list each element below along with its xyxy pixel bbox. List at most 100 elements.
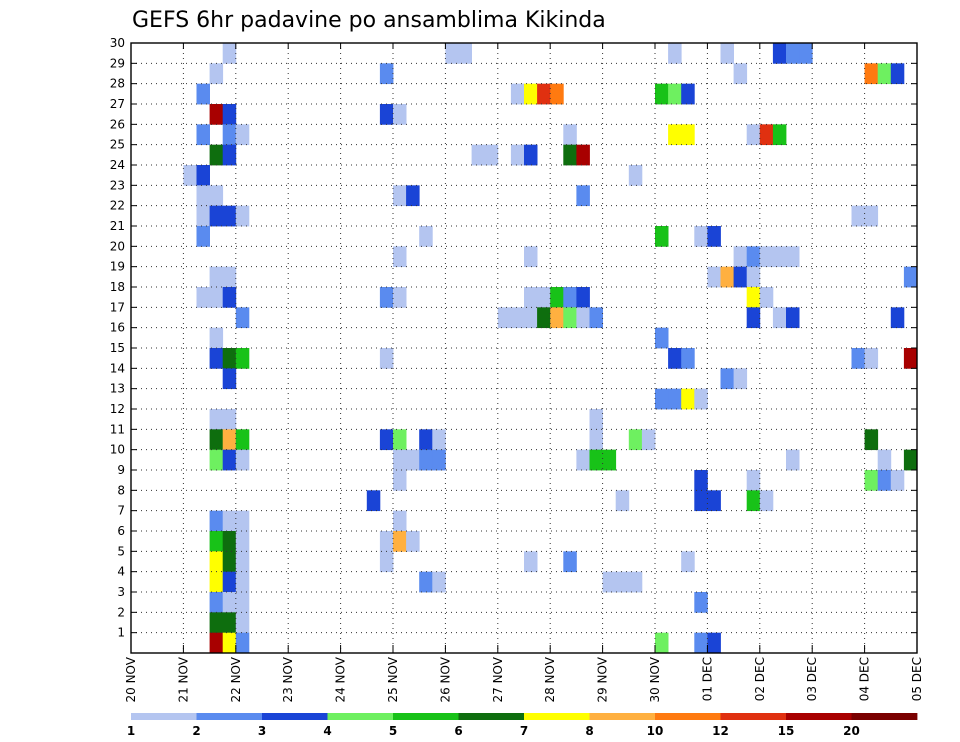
heatmap-cell — [209, 104, 224, 125]
heatmap-cell — [524, 287, 538, 308]
y-tick-label: 13 — [110, 382, 125, 396]
heatmap-cell — [524, 246, 538, 268]
heatmap-cell — [406, 531, 420, 552]
y-tick-label: 8 — [117, 483, 125, 497]
heatmap-cell — [393, 531, 407, 552]
colorbar-label: 10 — [647, 724, 664, 738]
x-tick-label: 23 NOV — [281, 656, 295, 702]
x-tick-label: 21 NOV — [176, 656, 190, 702]
heatmap-cell — [196, 124, 210, 146]
heatmap-cell — [733, 266, 748, 288]
heatmap-cell — [222, 348, 237, 369]
heatmap-cell — [196, 83, 210, 105]
heatmap-cell — [379, 531, 394, 552]
heatmap-cell — [393, 449, 407, 471]
heatmap-cell — [746, 246, 761, 268]
colorbar-swatch — [589, 713, 656, 720]
heatmap-cell — [445, 43, 459, 64]
heatmap-cell — [786, 43, 800, 64]
heatmap-cell — [432, 429, 446, 451]
colorbar-swatch — [720, 713, 787, 720]
heatmap-cell — [668, 83, 682, 105]
heatmap-cell — [746, 490, 761, 512]
heatmap-cell — [209, 185, 224, 207]
heatmap-cell — [379, 287, 394, 308]
heatmap-cell — [746, 470, 761, 491]
colorbar-legend: 1 2 3 4 5 6 7 8 10 12 15 20 — [127, 713, 918, 738]
heatmap-cell — [563, 287, 577, 308]
y-tick-label: 19 — [110, 260, 125, 274]
heatmap-cell — [209, 429, 224, 451]
heatmap-cell — [655, 226, 669, 247]
heatmap-cell — [235, 571, 250, 593]
heatmap-cell — [746, 287, 761, 308]
heatmap-cell — [681, 348, 695, 369]
heatmap-cell — [694, 632, 708, 654]
heatmap-cell — [864, 429, 879, 451]
heatmap-cell — [877, 449, 892, 471]
heatmap-cell — [235, 124, 250, 146]
heatmap-cell — [772, 43, 787, 64]
grid-lines — [131, 43, 917, 653]
colorbar-label: 8 — [585, 724, 593, 738]
y-tick-label: 24 — [110, 158, 125, 172]
heatmap-cell — [393, 470, 407, 491]
y-tick-label: 29 — [110, 56, 125, 70]
heatmap-cell — [799, 43, 813, 64]
y-tick-label: 5 — [117, 544, 125, 558]
heatmap-cell — [655, 327, 669, 349]
heatmap-cell — [759, 287, 774, 308]
heatmap-cell — [746, 124, 761, 146]
heatmap-cell — [222, 43, 237, 64]
heatmap-cell — [563, 124, 577, 146]
heatmap-cell — [419, 429, 433, 451]
heatmap-cell — [406, 185, 420, 207]
heatmap-cell — [209, 612, 224, 634]
heatmap-cell — [510, 83, 525, 105]
heatmap-cell — [235, 551, 250, 573]
y-tick-label: 9 — [117, 463, 125, 477]
y-tick-label: 28 — [110, 77, 125, 91]
heatmap-cell — [890, 470, 905, 491]
y-tick-label: 21 — [110, 219, 125, 233]
y-tick-label: 30 — [110, 36, 125, 50]
heatmap-cell — [419, 226, 433, 247]
y-tick-label: 10 — [110, 443, 125, 457]
heatmap-cell — [537, 287, 551, 308]
x-tick-label: 24 NOV — [334, 656, 348, 702]
heatmap-cell — [772, 246, 787, 268]
heatmap-cell — [576, 307, 590, 329]
heatmap-cell — [851, 205, 865, 227]
x-tick-label: 20 NOV — [124, 656, 138, 702]
x-tick-label: 03 DEC — [805, 657, 819, 701]
x-tick-label: 25 NOV — [386, 656, 400, 702]
heatmap-cell — [235, 429, 250, 451]
heatmap-cell — [563, 307, 577, 329]
colorbar-swatch — [327, 713, 394, 720]
heatmap-cell — [235, 510, 250, 532]
heatmap-cell — [759, 490, 774, 512]
heatmap-cell — [602, 571, 617, 593]
heatmap-cell — [641, 429, 656, 451]
heatmap-cell — [222, 429, 237, 451]
heatmap-cell — [524, 307, 538, 329]
heatmap-cell — [615, 490, 630, 512]
x-tick-label: 04 DEC — [858, 657, 872, 701]
y-tick-label: 12 — [110, 402, 125, 416]
heatmap-cell — [209, 571, 224, 593]
heatmap-cell — [681, 388, 695, 410]
heatmap-cell — [681, 83, 695, 105]
heatmap-cell — [183, 165, 197, 186]
heatmap-cell — [864, 63, 879, 85]
heatmap-cell — [366, 490, 381, 512]
heatmap-cell — [209, 348, 224, 369]
x-tick-label: 05 DEC — [910, 657, 924, 701]
x-tick-label: 02 DEC — [753, 657, 767, 701]
heatmap-cell — [877, 63, 892, 85]
heatmap-cell — [668, 348, 682, 369]
heatmap-cell — [393, 287, 407, 308]
heatmap-cell — [733, 246, 748, 268]
y-tick-label: 14 — [110, 361, 125, 375]
heatmap-cell — [628, 429, 643, 451]
y-tick-label: 3 — [117, 585, 125, 599]
